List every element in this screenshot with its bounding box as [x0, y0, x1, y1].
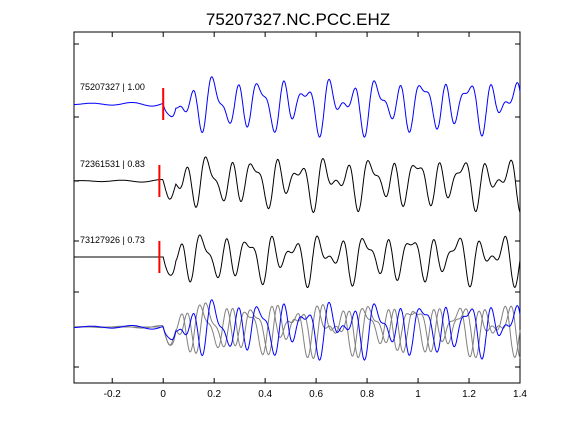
- x-tick-label: 0.8: [360, 389, 374, 400]
- x-tick-label: -0.2: [104, 389, 122, 400]
- trace-labels: 75207327 | 1.00 72361531 | 0.83 73127926 |…: [80, 82, 145, 245]
- plot-frame: [73, 31, 521, 384]
- overlay-trace-73127926: [74, 304, 521, 359]
- x-tick-label: 1: [415, 389, 421, 400]
- trace-label: 73127926 | 0.73: [80, 235, 145, 245]
- overlay-trace-72361531: [74, 302, 521, 359]
- trace-label: 75207327 | 1.00: [80, 82, 145, 92]
- x-tick-label: 0.4: [258, 389, 272, 400]
- trace-waveform: [74, 234, 521, 289]
- x-tick-labels: -0.2 0 0.2 0.4 0.6 0.8 1 1.2 1.4: [104, 389, 528, 400]
- x-tick-label: 0.6: [309, 389, 323, 400]
- x-tick-label: 0: [160, 389, 166, 400]
- x-tick-label: 1.2: [462, 389, 476, 400]
- pick-markers: [158, 88, 165, 273]
- x-tick-label: 0.2: [207, 389, 221, 400]
- x-tick-label: 1.4: [513, 389, 527, 400]
- axis-ticks: [74, 32, 521, 383]
- trace-waveform: [73, 76, 521, 138]
- overlay-trace-75207327: [73, 299, 521, 361]
- trace-group: [73, 76, 521, 361]
- chart-title: 75207327.NC.PCC.EHZ: [206, 10, 390, 29]
- trace-label: 72361531 | 0.83: [80, 159, 145, 169]
- trace-waveform: [74, 156, 521, 213]
